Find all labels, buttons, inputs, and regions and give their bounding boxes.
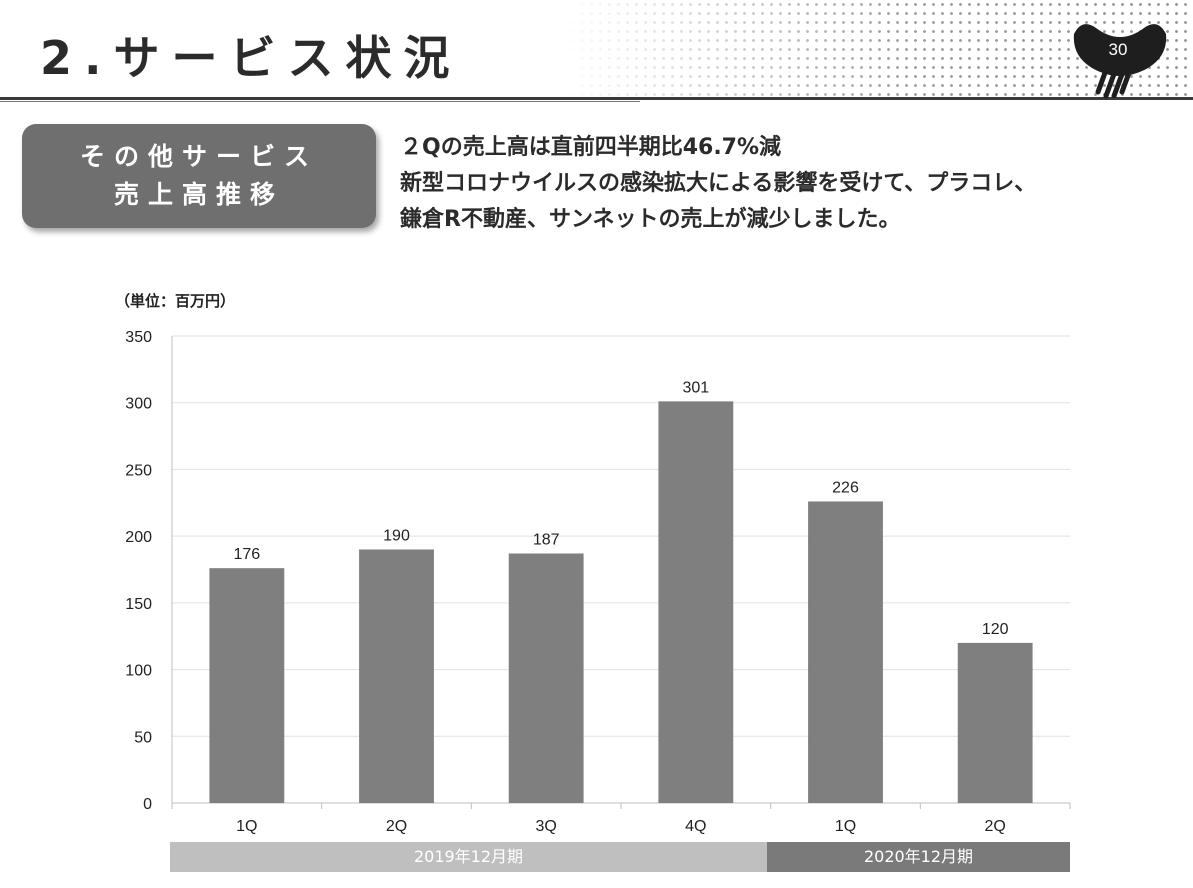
bar xyxy=(808,501,883,803)
bar xyxy=(359,549,434,803)
bar xyxy=(957,642,1033,803)
y-tick-label: 0 xyxy=(143,796,152,813)
x-tick-label: 1Q xyxy=(835,818,856,835)
y-tick-label: 100 xyxy=(125,663,152,680)
y-tick-label: 250 xyxy=(125,462,152,479)
section-label-line-2: 売上高推移 xyxy=(113,180,284,209)
summary-line-1: ２Qの売上高は直前四半期比46.7%減 xyxy=(400,135,782,160)
y-tick-label: 50 xyxy=(134,729,152,746)
x-tick-label: 2Q xyxy=(386,818,407,835)
x-tick-label: 2Q xyxy=(984,818,1005,835)
section-label-line-1: その他サービス xyxy=(79,142,318,171)
y-tick-label: 150 xyxy=(125,596,152,613)
y-tick-label: 350 xyxy=(125,329,152,346)
x-tick-label: 4Q xyxy=(685,818,706,835)
data-label: 226 xyxy=(832,479,859,496)
title-underline xyxy=(0,97,1193,100)
y-tick-label: 300 xyxy=(125,396,152,413)
bar xyxy=(209,568,285,803)
y-tick-label: 200 xyxy=(125,529,152,546)
data-label: 187 xyxy=(533,531,560,548)
unit-label: （単位：百万円） xyxy=(115,292,236,310)
bar xyxy=(508,553,584,803)
period-band-2019: 2019年12月期 xyxy=(170,842,767,872)
slide-title: 2.サービス状況 xyxy=(40,31,462,85)
summary-text: ２Qの売上高は直前四半期比46.7%減 新型コロナウイルスの感染拡大による影響を… xyxy=(400,130,1180,238)
period-band-2020: 2020年12月期 xyxy=(767,842,1070,872)
x-tick-label: 3Q xyxy=(535,818,556,835)
page-number: 30 xyxy=(1108,40,1128,59)
data-label: 190 xyxy=(383,527,410,544)
bar xyxy=(658,401,734,803)
title-underline-thin xyxy=(0,101,640,102)
section-label-box: その他サービス 売上高推移 xyxy=(22,124,376,228)
summary-line-2: 新型コロナウイルスの感染拡大による影響を受けて、プラコレ、 xyxy=(400,171,1037,196)
page-badge-icon xyxy=(1073,24,1167,98)
data-label: 120 xyxy=(982,621,1009,638)
data-label: 176 xyxy=(233,546,260,563)
data-label: 301 xyxy=(682,379,709,396)
x-tick-label: 1Q xyxy=(236,818,257,835)
summary-line-3: 鎌倉R不動産、サンネットの売上が減少しました。 xyxy=(400,207,901,232)
